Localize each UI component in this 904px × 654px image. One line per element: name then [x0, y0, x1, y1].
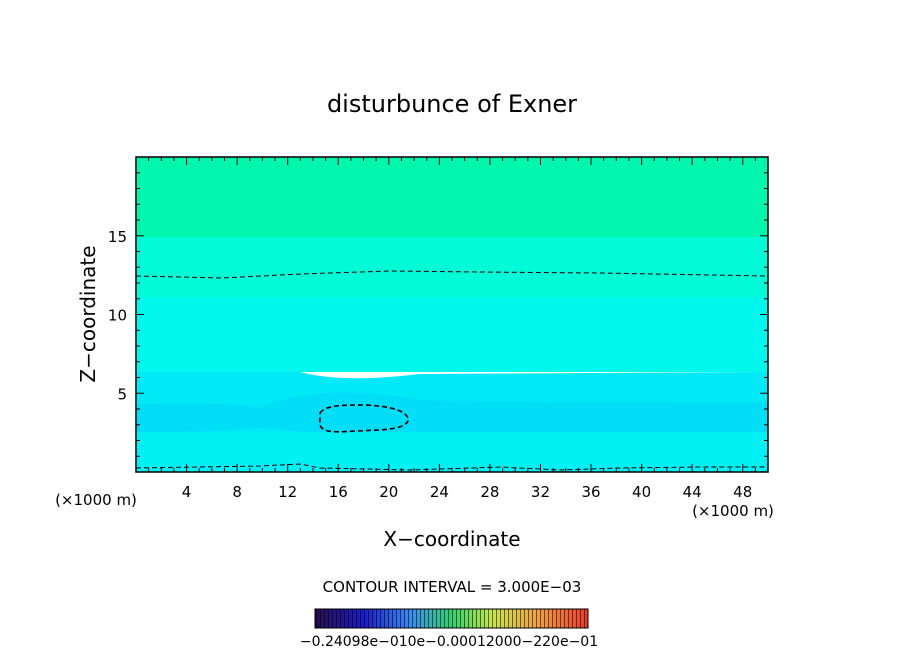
band-core [136, 392, 768, 437]
contour-bottom [135, 463, 768, 471]
contour-upper [135, 270, 769, 279]
x-tick-label: 28 [480, 483, 499, 501]
band-top [136, 157, 768, 237]
y-axis-label: Z−coordinate [76, 245, 100, 382]
plot-area [135, 156, 769, 473]
y-tick-label: 10 [108, 307, 127, 325]
x-tick-label: 8 [232, 483, 242, 501]
y-axis-ticks: 5 10 15 [108, 172, 768, 457]
band-mid [136, 297, 768, 372]
x-tick-label: 40 [632, 483, 651, 501]
x-tick-label: 24 [430, 483, 449, 501]
x-tick-label: 4 [182, 483, 192, 501]
x-tick-label: 20 [379, 483, 398, 501]
x-axis-ticks: 4 8 12 16 20 24 28 32 36 40 44 48 [148, 157, 756, 501]
x-tick-label: 32 [531, 483, 550, 501]
chart-title: disturbunce of Exner [327, 90, 577, 118]
x-tick-label: 12 [278, 483, 297, 501]
band-bottom [136, 432, 768, 472]
x-unit-left: (×1000 m) [55, 491, 137, 509]
colorbar-frame [314, 608, 589, 629]
x-tick-label: 36 [581, 483, 600, 501]
y-tick-label: 15 [108, 228, 127, 246]
y-tick-label: 5 [117, 385, 127, 403]
colorbar-labels: −0.24098e−010e−0.00012000−220e−01 [300, 634, 598, 650]
x-tick-label: 44 [683, 483, 702, 501]
contour-closed [319, 404, 409, 433]
x-axis-label: X−coordinate [383, 527, 520, 551]
x-tick-label: 48 [733, 483, 752, 501]
band-upper-mid [136, 237, 768, 297]
x-tick-label: 16 [329, 483, 348, 501]
x-unit-right: (×1000 m) [692, 502, 774, 520]
colorbar: −0.24098e−010e−0.00012000−220e−01 [300, 608, 598, 650]
colorbar-stripes [315, 609, 588, 628]
contour-interval: CONTOUR INTERVAL = 3.000E−03 [323, 578, 582, 596]
